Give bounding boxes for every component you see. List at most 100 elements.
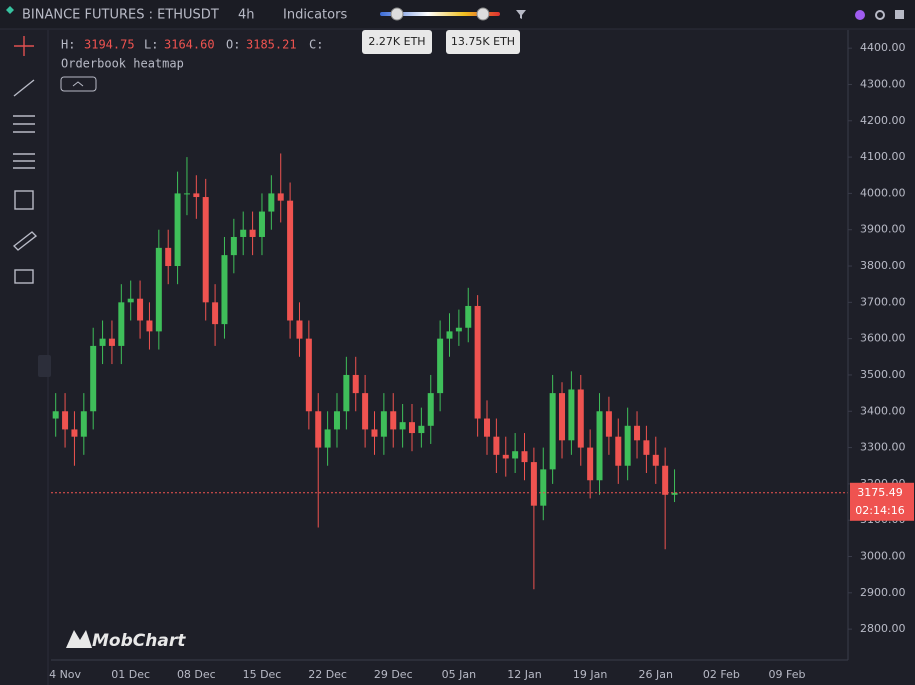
candle-body bbox=[455, 327, 462, 332]
candle-body bbox=[193, 193, 200, 198]
tooltip-text: 13.75K ETH bbox=[451, 35, 515, 48]
y-tick-label: 3500.00 bbox=[860, 368, 906, 381]
screenshot-tool[interactable] bbox=[14, 269, 34, 284]
y-tick-label: 2800.00 bbox=[860, 622, 906, 635]
slider-handle[interactable] bbox=[390, 7, 404, 21]
x-tick-label: 29 Dec bbox=[374, 668, 413, 681]
candle-body bbox=[399, 422, 406, 430]
ohlc-label: H: bbox=[61, 38, 75, 52]
line-tool[interactable] bbox=[13, 79, 35, 97]
collapse-button[interactable] bbox=[38, 355, 51, 377]
candle-body bbox=[502, 454, 509, 459]
candle-body bbox=[540, 469, 547, 506]
candle-body bbox=[268, 193, 275, 212]
crosshair-tool[interactable] bbox=[14, 36, 34, 56]
fullscreen-icon[interactable] bbox=[895, 10, 904, 19]
x-tick-label: 08 Dec bbox=[177, 668, 216, 681]
candle-body bbox=[605, 411, 612, 437]
y-tick-label: 4300.00 bbox=[860, 77, 906, 90]
y-tick-label: 3800.00 bbox=[860, 259, 906, 272]
candle-body bbox=[362, 393, 369, 430]
candle-body bbox=[652, 454, 659, 466]
candle-body bbox=[99, 338, 106, 346]
ohlc-label: O: bbox=[226, 38, 240, 52]
symbol[interactable]: BINANCE FUTURES : ETHUSDT bbox=[22, 8, 219, 23]
collapse-legend[interactable] bbox=[60, 76, 97, 92]
candle-body bbox=[643, 440, 650, 455]
exchange-icon bbox=[6, 6, 14, 14]
candle-body bbox=[296, 320, 303, 339]
candle-body bbox=[52, 411, 59, 419]
y-tick-label: 4400.00 bbox=[860, 41, 906, 54]
x-tick-label: 22 Dec bbox=[308, 668, 347, 681]
ohlc-value: 3185.21 bbox=[246, 38, 297, 52]
x-tick-label: 02 Feb bbox=[703, 668, 740, 681]
candle-body bbox=[418, 425, 425, 434]
y-tick-label: 4100.00 bbox=[860, 150, 906, 163]
ohlc-value: 3194.75 bbox=[84, 38, 135, 52]
candle-body bbox=[118, 302, 125, 346]
status-dot bbox=[855, 10, 865, 20]
candle-body bbox=[277, 193, 284, 201]
tooltip bbox=[446, 30, 520, 54]
candle-body bbox=[249, 229, 256, 237]
ohlc-value: 3164.60 bbox=[164, 38, 215, 52]
threshold-slider[interactable] bbox=[380, 12, 500, 16]
candle-body bbox=[474, 305, 481, 419]
measure-tool[interactable] bbox=[12, 231, 38, 251]
candle-body bbox=[258, 211, 265, 237]
x-tick-label: 19 Jan bbox=[573, 668, 607, 681]
x-tick-label: 09 Feb bbox=[769, 668, 806, 681]
y-tick-label: 4200.00 bbox=[860, 114, 906, 127]
last-price-box bbox=[850, 482, 914, 521]
y-tick-label: 3300.00 bbox=[860, 441, 906, 454]
indicators-button[interactable]: Indicators bbox=[283, 8, 347, 23]
candle-body bbox=[615, 436, 622, 466]
filter-icon[interactable] bbox=[516, 10, 526, 19]
y-tick-label: 2900.00 bbox=[860, 586, 906, 599]
y-tick-label: 3700.00 bbox=[860, 295, 906, 308]
candle-body bbox=[71, 429, 78, 437]
candle-body bbox=[240, 229, 247, 237]
candle-body bbox=[446, 331, 453, 339]
x-tick-label: 4 Nov bbox=[49, 668, 81, 681]
candle-body bbox=[127, 298, 134, 303]
settings-icon[interactable] bbox=[875, 10, 885, 20]
candle-body bbox=[408, 422, 415, 434]
interval[interactable]: 4h bbox=[238, 8, 255, 23]
plot bbox=[51, 153, 848, 590]
last-price-label: 3175.49 bbox=[857, 486, 903, 499]
chevron bbox=[72, 81, 84, 87]
slider-handle[interactable] bbox=[476, 7, 490, 21]
shape-tool[interactable] bbox=[14, 190, 34, 210]
candle-body bbox=[427, 393, 434, 426]
candle-body bbox=[390, 411, 397, 430]
candle-body bbox=[333, 411, 340, 430]
candle-body bbox=[324, 429, 331, 448]
candle-body bbox=[624, 425, 631, 466]
candle-body bbox=[230, 236, 237, 256]
countdown: 02:14:16 bbox=[855, 504, 904, 517]
y-tick-label: 4000.00 bbox=[860, 186, 906, 199]
candle-body bbox=[352, 374, 359, 394]
candle-body bbox=[221, 255, 228, 325]
candle-body bbox=[183, 193, 190, 195]
candle-body bbox=[380, 411, 387, 437]
overlay-label: Orderbook heatmap bbox=[61, 57, 184, 71]
logo: MobChart bbox=[92, 631, 186, 651]
candle-body bbox=[549, 393, 556, 470]
y-tick-label: 3900.00 bbox=[860, 223, 906, 236]
candle-body bbox=[596, 411, 603, 481]
pattern-tool[interactable] bbox=[13, 153, 35, 169]
ohlc-label: C: bbox=[309, 38, 323, 52]
ohlc-label: L: bbox=[144, 38, 158, 52]
candle-body bbox=[662, 465, 669, 495]
candle-body bbox=[212, 302, 219, 325]
logo-icon bbox=[66, 630, 92, 648]
candle-body bbox=[484, 418, 491, 437]
candle-body bbox=[146, 320, 153, 332]
fib-tool[interactable] bbox=[13, 115, 35, 133]
tooltip bbox=[362, 30, 432, 54]
